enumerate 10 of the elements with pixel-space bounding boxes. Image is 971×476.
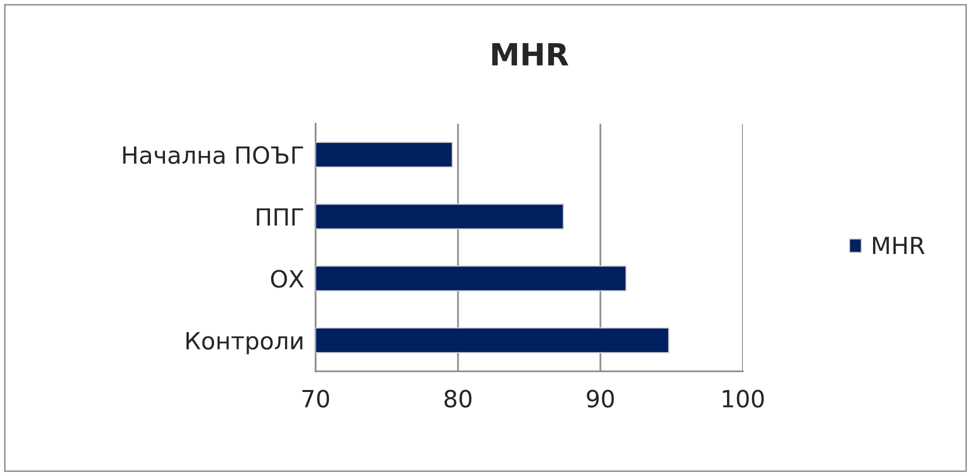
y-tick-label: ОХ: [271, 270, 304, 288]
chart-title: MHR: [492, 43, 568, 66]
x-tick-label: 80: [444, 390, 472, 408]
y-tick-label: Начална ПОЪГ: [123, 146, 304, 164]
x-tick-label: 90: [586, 390, 614, 408]
x-tick-label: 100: [722, 390, 764, 408]
y-tick-label: Контроли: [186, 332, 302, 354]
y-tick-label: ППГ: [256, 208, 304, 226]
x-tick-label: 70: [302, 390, 330, 408]
legend-label: MHR: [873, 236, 925, 254]
